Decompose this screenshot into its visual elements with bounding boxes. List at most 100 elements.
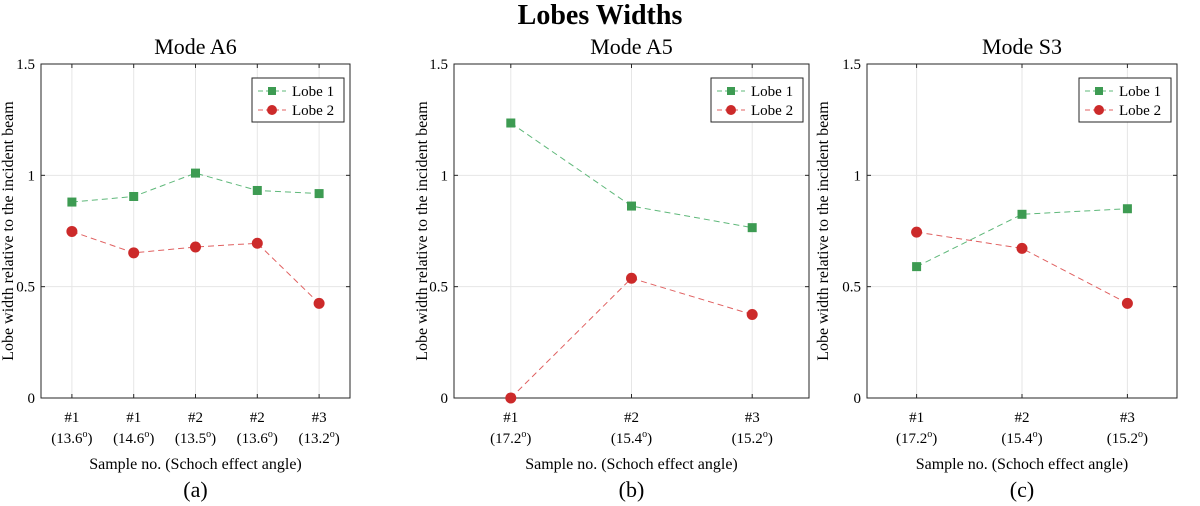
x-tick-label-number: #2 (1015, 410, 1030, 426)
data-point-lobe-1 (747, 223, 757, 233)
data-point-lobe-1 (129, 191, 139, 201)
x-tick-label-number: #2 (624, 410, 639, 426)
series-line-lobe-1 (71, 172, 320, 203)
y-axis-label: Lobe width relative to the incident beam (0, 101, 17, 361)
data-point-lobe-2 (746, 309, 758, 320)
x-tick-label-number: #2 (188, 410, 203, 426)
legend-label: Lobe 1 (1119, 84, 1161, 100)
data-point-lobe-2 (1121, 297, 1133, 309)
x-axis-label: Sample no. (Schoch effect angle) (89, 456, 302, 473)
degree-mark: o (1138, 429, 1143, 440)
x-tick-label-angle: (13.6o) (237, 429, 278, 447)
y-tick-label: 1.5 (16, 57, 35, 73)
angle-close: ) (647, 431, 652, 447)
x-tick-label-angle: (15.2o) (1107, 429, 1148, 447)
x-tick-label-number: #1 (503, 410, 518, 426)
figure-title: Lobes Widths (518, 0, 683, 31)
angle-close: ) (768, 431, 773, 447)
series-line-lobe-2 (916, 231, 1128, 304)
panel-label: (b) (619, 477, 645, 502)
x-tick-label-angle: (14.6o) (113, 429, 154, 447)
y-tick-label: 0 (854, 391, 862, 407)
degree-mark: o (330, 429, 335, 440)
legend-marker-square (1095, 87, 1103, 95)
legend-marker-circle (726, 105, 736, 115)
angle-value: (14.6 (113, 431, 145, 447)
data-point-lobe-1 (191, 168, 200, 178)
angle-close: ) (932, 431, 937, 447)
y-tick-label: 0.5 (16, 280, 35, 296)
legend-marker-circle (1094, 105, 1104, 115)
legend-box (710, 77, 804, 123)
y-tick-label: 0 (441, 391, 449, 407)
x-tick-label-angle: (13.6o) (51, 429, 92, 447)
angle-value: (13.5 (175, 431, 206, 447)
degree-mark: o (268, 429, 273, 440)
data-point-lobe-2 (128, 247, 140, 259)
data-point-lobe-1 (506, 118, 516, 128)
angle-value: (13.2 (298, 431, 329, 447)
angle-close: ) (273, 431, 278, 447)
data-point-lobe-2 (626, 272, 637, 284)
angle-close: ) (1038, 431, 1043, 447)
x-tick-label-number: #1 (64, 410, 79, 426)
x-tick-label-angle: (17.2o) (896, 429, 937, 447)
x-tick-label-angle: (13.5o) (175, 429, 216, 447)
x-tick-label-number: #1 (909, 410, 924, 426)
degree-mark: o (144, 429, 149, 440)
y-axis-label: Lobe width relative to the incident beam (815, 101, 832, 361)
y-tick-label: 0.5 (429, 280, 448, 296)
degree-mark: o (521, 429, 526, 440)
y-tick-label: 0.5 (842, 280, 861, 296)
degree-mark: o (642, 429, 647, 440)
chart-panel-3: Mode S300.511.5#1(17.2o)#2(15.4o)#3(15.2… (815, 34, 1178, 502)
legend: Lobe 1 Lobe 2 (710, 77, 804, 123)
angle-value: (15.2 (732, 431, 763, 447)
data-point-lobe-1 (627, 201, 636, 211)
angle-value: (15.4 (1001, 431, 1033, 447)
angle-value: (15.2 (1107, 431, 1138, 447)
legend: Lobe 1 Lobe 2 (251, 77, 345, 123)
angle-value: (17.2 (896, 431, 927, 447)
x-tick-label-angle: (15.4o) (611, 429, 652, 447)
data-point-lobe-2 (1016, 242, 1028, 254)
data-point-lobe-2 (66, 225, 78, 237)
panel-label: (c) (1010, 477, 1034, 502)
legend-label: Lobe 2 (292, 103, 334, 119)
chart-panel-1: Mode A600.511.5#1(13.6o)#1(14.6o)#2(13.5… (0, 34, 351, 502)
legend-label: Lobe 1 (751, 84, 793, 100)
data-point-lobe-2 (251, 237, 263, 249)
panel-title: Mode A5 (590, 34, 673, 59)
x-axis-label: Sample no. (Schoch effect angle) (525, 456, 738, 473)
legend-marker-circle (267, 105, 277, 115)
data-point-lobe-1 (252, 185, 262, 195)
series-line-lobe-2 (71, 230, 320, 304)
angle-close: ) (526, 431, 531, 447)
angle-value: (13.6 (237, 431, 269, 447)
legend-box (251, 77, 345, 123)
data-point-lobe-2 (190, 241, 201, 253)
data-point-lobe-2 (313, 297, 325, 309)
x-tick-label-angle: (17.2o) (490, 429, 531, 447)
legend-label: Lobe 2 (1119, 103, 1161, 119)
degree-mark: o (927, 429, 932, 440)
degree-mark: o (1033, 429, 1038, 440)
data-point-lobe-1 (912, 262, 922, 272)
legend-marker-square (727, 87, 735, 95)
x-tick-label-angle: (15.4o) (1001, 429, 1042, 447)
degree-mark: o (763, 429, 768, 440)
x-tick-label-number: #3 (745, 410, 760, 426)
x-tick-label-angle: (13.2o) (298, 429, 339, 447)
y-tick-label: 0 (28, 391, 36, 407)
data-point-lobe-1 (67, 197, 77, 207)
chart-panels: Mode A600.511.5#1(13.6o)#1(14.6o)#2(13.5… (0, 34, 1178, 502)
x-tick-label-number: #2 (250, 410, 265, 426)
panel-label: (a) (183, 477, 207, 502)
x-tick-label-number: #3 (1120, 410, 1135, 426)
angle-value: (17.2 (490, 431, 521, 447)
data-point-lobe-2 (505, 392, 517, 404)
y-tick-label: 1.5 (429, 57, 448, 73)
x-tick-label-number: #1 (126, 410, 141, 426)
angle-value: (13.6 (51, 431, 83, 447)
y-tick-label: 1 (441, 168, 449, 184)
